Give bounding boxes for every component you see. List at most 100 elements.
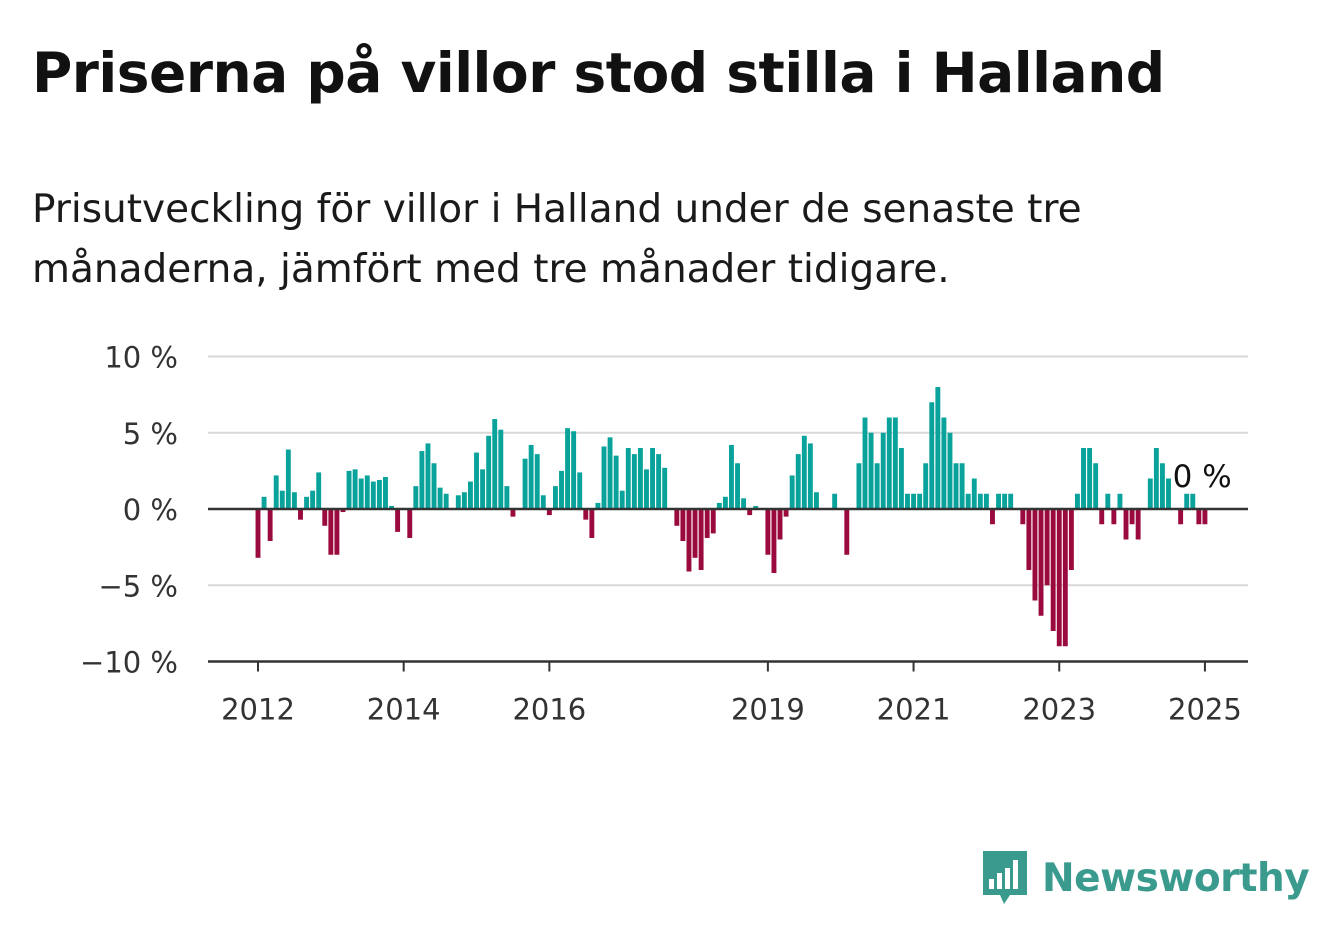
- bar: [285, 449, 291, 509]
- bar: [777, 509, 783, 540]
- x-tick-label: 2021: [877, 693, 951, 727]
- bar: [1075, 493, 1080, 509]
- chart-title: Priserna på villor stod stilla i Halland: [32, 41, 1165, 105]
- bar: [771, 509, 777, 574]
- bar: [662, 467, 668, 509]
- bar: [395, 509, 401, 532]
- bar: [619, 490, 625, 509]
- bar: [413, 486, 419, 510]
- bar: [480, 469, 486, 509]
- bar: [959, 463, 965, 509]
- bar: [795, 454, 801, 509]
- bar: [1087, 448, 1093, 509]
- bar: [613, 455, 619, 510]
- bar: [364, 475, 370, 509]
- bar: [983, 493, 989, 509]
- bar: [583, 509, 589, 520]
- bar: [929, 402, 935, 509]
- bar: [917, 493, 923, 509]
- gridlines: [208, 355, 1248, 587]
- x-tick-label: 2012: [221, 693, 295, 727]
- bar: [1056, 509, 1062, 647]
- bar: [316, 472, 322, 509]
- bar: [650, 448, 655, 509]
- bar: [892, 417, 898, 509]
- bar: [546, 509, 552, 516]
- bar: [407, 509, 413, 538]
- bar: [565, 428, 571, 510]
- bar: [1135, 509, 1141, 540]
- bar: [1178, 509, 1184, 525]
- bar: [1123, 509, 1129, 540]
- bar: [813, 492, 819, 510]
- bar: [1184, 493, 1190, 509]
- bar: [486, 435, 492, 509]
- bar: [431, 463, 437, 509]
- bar: [534, 454, 540, 509]
- bar: [510, 509, 516, 517]
- bar: [571, 431, 577, 509]
- bar: [1002, 493, 1008, 509]
- bar: [631, 454, 637, 509]
- y-axis-tick-labels: 10 % 5 % 0 % −5 % −10 %: [80, 341, 178, 680]
- bar: [1044, 509, 1050, 586]
- bar: [783, 509, 789, 517]
- x-tick-label: 2019: [731, 693, 805, 727]
- last-value-label: 0 %: [1173, 459, 1232, 495]
- bar: [1153, 448, 1159, 509]
- bar: [352, 469, 358, 509]
- bar: [935, 387, 941, 509]
- bar: [389, 505, 394, 509]
- bar: [990, 509, 995, 525]
- bar: [1050, 509, 1056, 631]
- bar: [941, 417, 947, 509]
- bar: [625, 448, 631, 509]
- bar: [322, 509, 328, 526]
- bar: [1008, 493, 1014, 509]
- bar: [1032, 509, 1038, 601]
- bar: [607, 437, 613, 509]
- x-tick-label: 2016: [512, 693, 586, 727]
- bar: [559, 470, 564, 510]
- bar: [370, 481, 376, 509]
- y-tick-label: 10 %: [104, 341, 178, 375]
- bar: [1093, 463, 1099, 509]
- bar: [552, 486, 558, 510]
- bar: [953, 463, 959, 509]
- bar: [789, 475, 795, 509]
- bar: [504, 486, 510, 510]
- bar: [376, 480, 382, 509]
- x-tick-label: 2023: [1022, 693, 1096, 727]
- bar: [680, 509, 686, 542]
- bar: [729, 444, 734, 509]
- bar: [1026, 509, 1032, 570]
- bar: [947, 432, 953, 509]
- bar: [1105, 493, 1111, 509]
- bar: [419, 451, 425, 509]
- bar: [753, 505, 759, 509]
- x-tick-label: 2025: [1168, 693, 1242, 727]
- bar: [710, 509, 716, 534]
- bar: [832, 493, 838, 509]
- bar: [340, 509, 346, 513]
- bar: [1159, 463, 1165, 509]
- bar: [273, 475, 279, 509]
- bar: [437, 487, 443, 509]
- bar: [911, 493, 917, 509]
- y-tick-label: −10 %: [80, 646, 178, 680]
- bar: [686, 509, 692, 572]
- chart-subtitle: Prisutveckling för villor i Halland unde…: [32, 187, 1082, 292]
- bar: [589, 509, 595, 538]
- bar: [522, 458, 528, 509]
- bar: [856, 463, 862, 509]
- bar: [862, 417, 868, 509]
- bar: [656, 454, 662, 509]
- bar: [1020, 509, 1026, 525]
- y-tick-label: 0 %: [123, 493, 178, 527]
- bar: [971, 478, 977, 509]
- bar: [1111, 509, 1117, 525]
- bar: [261, 496, 267, 509]
- bar: [722, 496, 728, 509]
- x-tick-label: 2014: [367, 693, 441, 727]
- bar: [279, 490, 285, 509]
